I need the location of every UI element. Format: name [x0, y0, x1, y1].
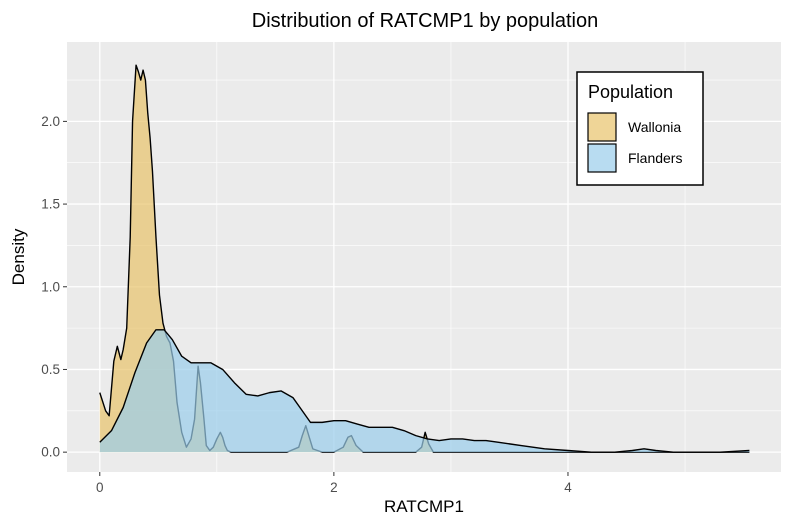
x-tick-label: 2: [330, 480, 338, 495]
chart-title: Distribution of RATCMP1 by population: [252, 10, 598, 32]
y-axis-title: Density: [9, 228, 28, 285]
y-tick-label: 1.5: [41, 197, 60, 212]
density-areas: [99, 64, 750, 453]
x-axis: 0 2 4: [96, 472, 572, 495]
legend-key-wallonia: [587, 112, 617, 142]
legend: Population Wallonia Flanders: [576, 71, 704, 186]
y-axis: 0.0 0.5 1.0 1.5 2.0: [41, 114, 67, 460]
y-tick-label: 0.0: [41, 445, 60, 460]
legend-label-wallonia: Wallonia: [628, 119, 681, 135]
y-tick-label: 1.0: [41, 279, 60, 294]
density-area-flanders: [99, 329, 750, 453]
y-tick-label: 2.0: [41, 114, 60, 129]
x-axis-title: RATCMP1: [384, 497, 464, 516]
x-tick-label: 0: [96, 480, 104, 495]
legend-title: Population: [588, 82, 673, 102]
x-tick-label: 4: [564, 480, 572, 495]
legend-key-flanders: [587, 143, 617, 173]
density-line-flanders: [99, 329, 750, 453]
y-tick-label: 0.5: [41, 362, 60, 377]
legend-label-flanders: Flanders: [628, 150, 682, 166]
